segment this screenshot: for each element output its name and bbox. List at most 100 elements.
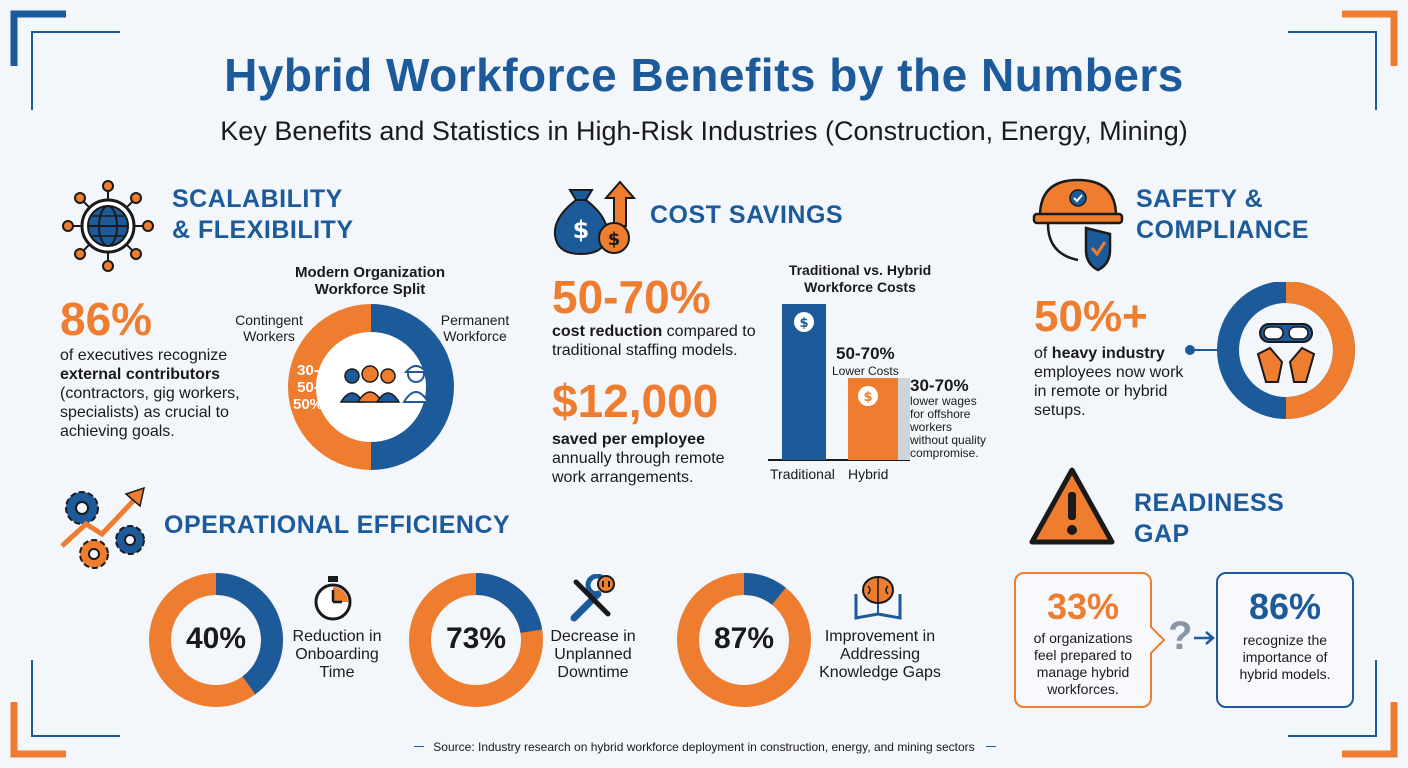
knowledge-donut <box>677 573 811 707</box>
cost-chart-title: Traditional vs. Hybrid Workforce Costs <box>760 262 960 296</box>
prepared-line4: workforces. <box>1047 681 1119 697</box>
brain-book-icon <box>854 576 902 620</box>
source-note: Source: Industry research on hybrid work… <box>433 740 975 754</box>
knowledge-label-line3: Knowledge Gaps <box>819 664 941 681</box>
workforce-split-value: 30- 50- 50% <box>286 362 330 413</box>
onboarding-label-line3: Time <box>319 664 355 681</box>
knowledge-value: 87% <box>713 622 775 655</box>
safety-description: of heavy industry employees now work in … <box>1034 344 1204 420</box>
bar-hybrid-shadow <box>896 378 910 460</box>
savings-per-employee-description: saved per employee annually through remo… <box>552 430 772 487</box>
readiness-heading-line2: GAP <box>1134 520 1190 548</box>
cost-reduction-line2: traditional staffing models. <box>552 342 738 359</box>
stopwatch-icon <box>314 576 352 621</box>
offshore-wages-line1: lower wages <box>910 394 977 408</box>
knowledge-label-line1: Improvement in <box>824 628 936 645</box>
source-divider-left <box>414 746 424 747</box>
prepared-line2: feel prepared to <box>1033 647 1133 663</box>
scalability-text-line4: specialists) as crucial to <box>60 404 229 421</box>
knowledge-label: Improvement in Addressing Knowledge Gaps <box>812 628 948 682</box>
goggles-gloves-icon <box>1256 323 1316 383</box>
wrench-screwdriver-icon <box>570 574 615 622</box>
permanent-label: Permanent Workforce <box>430 312 520 344</box>
cost-reduction-rest: compared to <box>662 323 756 340</box>
prepared-card: 33% of organizations feel prepared to ma… <box>1014 572 1152 708</box>
readiness-heading: READINESS GAP <box>1134 488 1284 550</box>
svg-text:$: $ <box>573 216 590 244</box>
page-subtitle: Key Benefits and Statistics in High-Risk… <box>220 116 1188 146</box>
workforce-split-title-line1: Modern Organization <box>295 264 445 281</box>
svg-text:$: $ <box>863 390 872 405</box>
importance-card: 86% recognize the importance of hybrid m… <box>1216 572 1354 708</box>
gears-growth-icon <box>60 486 146 569</box>
safety-heading-line2: COMPLIANCE <box>1136 216 1310 244</box>
scalability-description: of executives recognize external contrib… <box>60 346 280 441</box>
onboarding-value: 40% <box>185 622 247 655</box>
importance-line1: recognize the <box>1242 632 1328 648</box>
prepared-value: 33% <box>1046 586 1120 627</box>
knowledge-label-line2: Addressing <box>839 646 921 663</box>
importance-line2: importance of <box>1242 649 1328 665</box>
cost-savings-heading: COST SAVINGS <box>650 201 844 229</box>
savings-per-employee-stat: $12,000 <box>552 375 719 427</box>
permanent-label-line2: Workforce <box>443 328 507 344</box>
globe-network-icon <box>62 180 154 272</box>
workforce-split-title: Modern Organization Workforce Split <box>270 264 470 298</box>
safety-heading-line1: SAFETY & <box>1136 185 1264 213</box>
scalability-heading-line1: SCALABILITY <box>172 185 343 213</box>
source-divider-right <box>986 746 996 747</box>
scalability-heading: SCALABILITY & FLEXIBILITY <box>172 184 354 246</box>
offshore-wages-value: 30-70% <box>910 376 969 395</box>
offshore-wages-line4: without quality <box>910 433 987 447</box>
money-bag-icon: $ $ <box>554 180 637 256</box>
offshore-wages-line2: for offshore <box>910 407 971 421</box>
savings-bold: saved per employee <box>552 431 705 448</box>
scalability-stat: 86% <box>60 293 153 345</box>
savings-line3: work arrangements. <box>552 469 694 486</box>
downtime-donut <box>409 573 543 707</box>
page-title: Hybrid Workforce Benefits by the Numbers <box>224 49 1184 101</box>
permanent-label-line1: Permanent <box>440 312 510 328</box>
svg-text:$: $ <box>608 229 621 250</box>
lower-costs-value: 50-70% <box>836 344 895 363</box>
workforce-split-value-line1: 30- <box>297 362 319 379</box>
warning-icon <box>1029 467 1115 545</box>
downtime-label: Decrease in Unplanned Downtime <box>540 628 646 682</box>
bar-traditional-label: Traditional <box>770 466 835 482</box>
arrow-right-icon <box>1194 631 1215 645</box>
card-pointer <box>1150 626 1166 654</box>
scalability-text-bold: external contributors <box>60 366 221 383</box>
importance-line3: hybrid models. <box>1239 666 1331 682</box>
onboarding-donut <box>149 573 283 707</box>
offshore-wages-line3: workers <box>910 420 953 434</box>
workforce-split-value-line3: 50% <box>292 396 324 413</box>
team-icon <box>339 365 430 403</box>
cost-chart-title-line1: Traditional vs. Hybrid <box>788 262 932 278</box>
safety-heading: SAFETY & COMPLIANCE <box>1136 184 1309 246</box>
onboarding-label-line2: Onboarding <box>295 646 379 663</box>
downtime-label-line2: Unplanned <box>554 646 632 663</box>
scalability-text-line1: of executives recognize <box>60 347 228 364</box>
prepared-line1: of organizations <box>1033 630 1133 646</box>
cost-reduction-bold: cost reduction <box>552 323 663 340</box>
safety-text-line4: setups. <box>1034 402 1086 419</box>
safety-donut <box>1185 282 1355 419</box>
downtime-value: 73% <box>445 622 507 655</box>
lower-costs-label: Lower Costs <box>832 364 899 378</box>
lower-costs-callout: 50-70% Lower Costs <box>832 344 899 378</box>
safety-text-pre: of <box>1034 345 1052 362</box>
onboarding-label-line1: Reduction in <box>292 628 382 645</box>
question-mark: ? <box>1168 614 1193 658</box>
workforce-split-donut <box>288 304 454 470</box>
importance-value: 86% <box>1248 586 1322 627</box>
offshore-wages-line5: compromise. <box>910 446 979 460</box>
onboarding-label: Reduction in Onboarding Time <box>282 628 392 682</box>
safety-stat: 50%+ <box>1034 292 1148 341</box>
safety-text-line3: in remote or hybrid <box>1034 383 1168 400</box>
downtime-label-line3: Downtime <box>557 664 629 681</box>
downtime-label-line1: Decrease in <box>550 628 636 645</box>
savings-line2: annually through remote <box>552 450 725 467</box>
safety-text-bold: heavy industry <box>1051 345 1165 362</box>
cost-chart-title-line2: Workforce Costs <box>804 279 916 295</box>
